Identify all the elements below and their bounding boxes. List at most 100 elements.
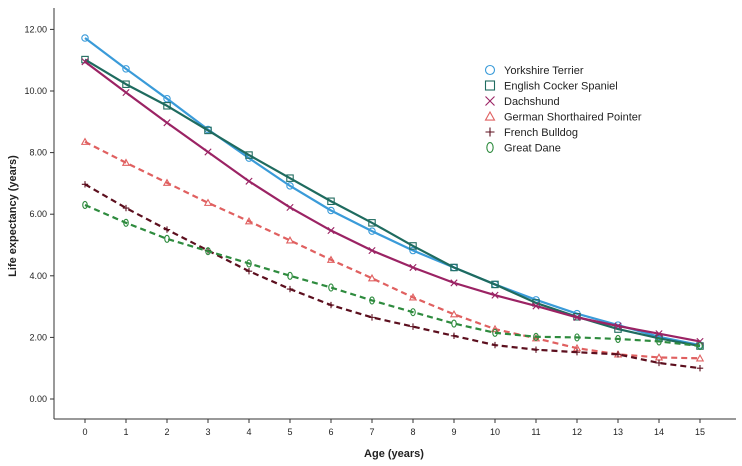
data-point <box>491 341 499 349</box>
x-tick-label: 3 <box>205 427 210 437</box>
data-point <box>450 332 458 340</box>
legend-entry: French Bulldog <box>485 127 578 139</box>
data-point <box>450 263 458 272</box>
data-point <box>368 219 376 227</box>
legend-label: French Bulldog <box>504 127 578 139</box>
data-point <box>244 216 254 225</box>
data-point <box>449 309 459 318</box>
legend-label: English Cocker Spaniel <box>504 81 618 93</box>
legend-entry: English Cocker Spaniel <box>484 80 618 93</box>
data-point <box>451 319 457 328</box>
data-point <box>532 302 540 310</box>
series-line <box>84 203 701 348</box>
data-point <box>369 296 375 305</box>
series-line <box>84 58 701 348</box>
data-point <box>285 236 295 244</box>
x-tick-label: 1 <box>123 427 128 437</box>
data-point <box>492 328 498 337</box>
legend-marker <box>485 127 495 137</box>
data-point <box>204 148 212 156</box>
series-great-dane <box>82 200 703 351</box>
x-tick-label: 15 <box>695 427 705 437</box>
data-point <box>81 34 89 42</box>
y-tick-label: 0.00 <box>29 394 47 404</box>
data-point <box>164 234 170 243</box>
data-point <box>573 313 581 321</box>
x-tick-label: 11 <box>531 427 540 437</box>
data-point <box>326 255 336 263</box>
legend-label: Yorkshire Terrier <box>504 65 584 77</box>
series-line <box>84 140 701 360</box>
data-point <box>286 285 294 293</box>
data-point <box>81 58 89 66</box>
data-point <box>80 137 90 145</box>
data-point <box>163 226 171 233</box>
y-tick-label: 12.00 <box>24 24 47 34</box>
data-point <box>245 177 253 185</box>
data-point <box>696 365 704 372</box>
legend-label: German Shorthaired Pointer <box>504 112 642 124</box>
data-point <box>490 324 500 333</box>
legend-entry: Dachshund <box>485 96 560 108</box>
data-point <box>573 348 581 356</box>
x-tick-label: 14 <box>654 427 664 437</box>
data-point <box>327 197 335 206</box>
legend-entry: Yorkshire Terrier <box>484 64 584 77</box>
x-tick-label: 4 <box>246 427 251 437</box>
data-point <box>655 330 663 338</box>
y-tick-label: 10.00 <box>24 86 47 96</box>
series-line <box>84 37 701 347</box>
legend-label: Dachshund <box>504 96 560 108</box>
data-point <box>122 204 130 212</box>
x-tick-label: 10 <box>490 427 500 437</box>
data-point <box>655 359 663 367</box>
data-point <box>410 308 416 317</box>
data-point <box>328 283 334 292</box>
data-point <box>656 337 662 346</box>
data-point <box>163 119 171 127</box>
x-tick-label: 6 <box>328 427 333 437</box>
data-point <box>368 227 376 235</box>
data-point <box>491 280 499 289</box>
data-point <box>163 94 171 103</box>
data-point <box>532 346 540 353</box>
legend-entry: Great Dane <box>486 142 561 155</box>
legend-marker <box>484 64 496 76</box>
data-point <box>81 181 89 188</box>
data-point <box>614 322 622 330</box>
legend-entry: German Shorthaired Pointer <box>484 110 642 124</box>
data-point <box>408 293 418 301</box>
data-point <box>574 333 580 342</box>
data-point <box>122 65 130 73</box>
x-tick-label: 9 <box>451 427 456 437</box>
x-axis-title: Age (years) <box>364 448 424 460</box>
data-point <box>286 203 294 212</box>
data-point <box>245 151 253 159</box>
data-point <box>82 200 88 210</box>
data-point <box>327 301 335 309</box>
y-axis-title: Life expectancy (years) <box>7 155 19 277</box>
data-point <box>409 246 417 255</box>
x-tick-label: 12 <box>572 427 582 437</box>
data-point <box>697 341 703 351</box>
data-point <box>409 263 417 272</box>
y-tick-label: 4.00 <box>29 271 47 281</box>
legend-marker <box>484 80 496 91</box>
x-tick-label: 2 <box>164 427 169 437</box>
data-point <box>121 158 131 166</box>
data-point <box>368 314 376 321</box>
data-point <box>246 259 252 268</box>
y-tick-label: 6.00 <box>29 209 47 219</box>
data-point <box>163 102 171 110</box>
legend-marker <box>484 110 496 121</box>
data-point <box>367 273 377 282</box>
legend: Yorkshire Terrier English Cocker Spaniel D… <box>484 64 642 155</box>
data-point <box>287 271 293 280</box>
series-layer <box>80 34 705 372</box>
x-tick-label: 8 <box>410 427 415 437</box>
y-tick-label: 2.00 <box>29 332 47 342</box>
data-point <box>491 291 499 299</box>
data-point <box>615 334 621 344</box>
